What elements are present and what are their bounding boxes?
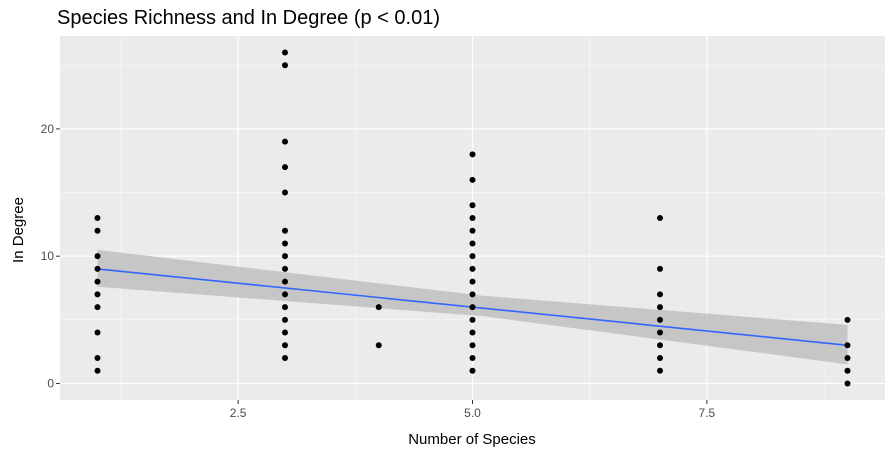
- data-point: [282, 265, 288, 272]
- data-point: [469, 316, 476, 323]
- data-point: [94, 227, 101, 234]
- data-point: [282, 253, 288, 260]
- data-point: [94, 355, 101, 361]
- data-point: [844, 316, 851, 323]
- data-point: [469, 355, 476, 361]
- data-point: [282, 49, 288, 56]
- data-point: [657, 342, 663, 349]
- data-point: [469, 265, 476, 272]
- x-tick-label: 7.5: [699, 406, 716, 420]
- data-point: [282, 304, 288, 311]
- data-point: [469, 291, 476, 298]
- data-point: [282, 355, 288, 361]
- data-point: [657, 329, 663, 336]
- data-point: [282, 240, 288, 247]
- data-point: [282, 278, 288, 285]
- data-point: [469, 304, 476, 311]
- data-point: [94, 215, 101, 221]
- x-tick-label: 5.0: [464, 406, 481, 420]
- data-point: [844, 355, 851, 361]
- x-tick-label: 2.5: [230, 406, 247, 420]
- y-tick-label: 20: [41, 122, 55, 136]
- data-point: [844, 367, 851, 374]
- data-point: [469, 202, 476, 209]
- data-point: [657, 304, 663, 311]
- data-point: [282, 316, 288, 323]
- data-point: [94, 329, 101, 336]
- data-point: [282, 342, 288, 349]
- data-point: [469, 176, 476, 183]
- data-point: [469, 329, 476, 336]
- data-point: [375, 342, 382, 349]
- data-point: [469, 342, 476, 349]
- data-point: [94, 367, 101, 374]
- data-point: [657, 265, 663, 272]
- data-point: [657, 215, 663, 221]
- data-point: [282, 329, 288, 336]
- y-tick-label: 10: [41, 249, 55, 263]
- data-point: [282, 291, 288, 298]
- data-point: [844, 342, 851, 349]
- data-point: [657, 367, 663, 374]
- data-point: [282, 189, 288, 196]
- data-point: [375, 304, 382, 311]
- y-tick-label: 0: [47, 376, 54, 390]
- data-point: [844, 380, 851, 387]
- data-point: [94, 278, 101, 285]
- data-point: [469, 278, 476, 285]
- data-point: [469, 253, 476, 260]
- data-point: [657, 355, 663, 361]
- data-point: [469, 367, 476, 374]
- data-point: [469, 151, 476, 158]
- data-point: [657, 291, 663, 298]
- data-point: [469, 240, 476, 247]
- data-point: [282, 227, 288, 234]
- chart-title: Species Richness and In Degree (p < 0.01…: [57, 7, 440, 29]
- data-point: [469, 215, 476, 221]
- data-point: [282, 138, 288, 145]
- y-axis-title: In Degree: [10, 197, 27, 263]
- data-point: [657, 316, 663, 323]
- x-axis-title: Number of Species: [408, 431, 536, 448]
- data-point: [94, 265, 101, 272]
- data-point: [94, 253, 101, 260]
- data-point: [282, 164, 288, 171]
- data-point: [469, 227, 476, 234]
- data-point: [282, 62, 288, 69]
- data-points: [94, 49, 851, 387]
- data-point: [94, 304, 101, 311]
- axis-ticks: 2.5 5.0 7.5 0 10 20: [41, 122, 716, 420]
- data-point: [94, 291, 101, 298]
